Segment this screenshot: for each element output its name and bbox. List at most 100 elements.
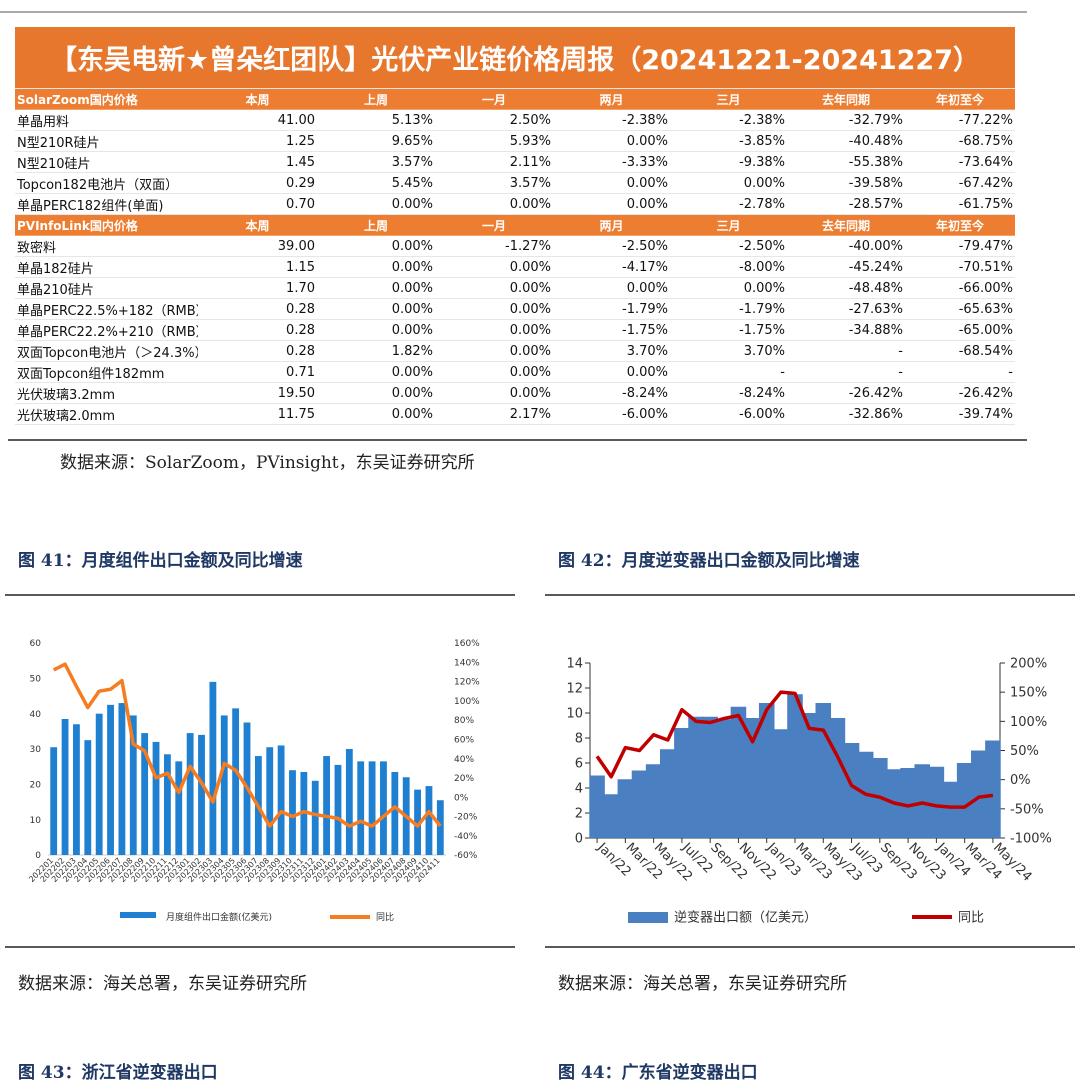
cell: -65.63% — [905, 298, 1015, 320]
table-title: 【东吴电新★曾朵红团队】光伏产业链价格周报（20241221-20241227） — [15, 27, 1015, 89]
cell: 年初至今 — [905, 88, 1015, 110]
y-tick-label: 60 — [30, 639, 42, 649]
bar — [163, 754, 171, 855]
bar — [118, 703, 126, 855]
bar — [787, 694, 803, 838]
cell: -68.54% — [905, 340, 1015, 362]
cell: -68.75% — [905, 130, 1015, 152]
cell: 5.13% — [317, 109, 435, 131]
y-tick-label: 10 — [30, 816, 42, 826]
y-tick-label: 0 — [35, 851, 41, 861]
bar — [942, 781, 959, 838]
header-row: PVInfoLink国内价格 本周 上周 一月 两月 三月 去年同期 年初至今 — [15, 214, 1015, 236]
cell: 0.28 — [198, 298, 317, 320]
cell: 0.00% — [435, 256, 553, 278]
cell: SolarZoom国内价格 — [15, 88, 198, 110]
y-tick-label: 12 — [566, 682, 583, 697]
cell: -45.24% — [787, 256, 905, 278]
y-tick-label: 30 — [30, 745, 42, 755]
row: 光伏玻璃3.2mm 19.50 0.00% 0.00% -8.24% -8.24% -26.… — [15, 382, 1015, 404]
cell: -8.00% — [670, 256, 787, 278]
cell: -1.79% — [670, 298, 787, 320]
price-table: 【东吴电新★曾朵红团队】光伏产业链价格周报（20241221-20241227）… — [15, 27, 1015, 425]
cell: 0.28 — [198, 319, 317, 341]
cell: 0.00% — [317, 361, 435, 383]
cell: 0.00% — [317, 319, 435, 341]
cell: -73.64% — [905, 151, 1015, 173]
cell: -6.00% — [670, 403, 787, 425]
bar — [266, 747, 274, 855]
row: 致密料 39.00 0.00% -1.27% -2.50% -2.50% -40.00% -7… — [15, 235, 1015, 257]
bar — [311, 780, 319, 855]
cell: 双面Topcon组件182mm — [15, 361, 198, 383]
bar — [589, 775, 605, 838]
cell: -70.51% — [905, 256, 1015, 278]
bar — [436, 800, 444, 855]
cell: -40.48% — [787, 130, 905, 152]
bar — [391, 771, 399, 855]
cell: 0.00% — [553, 193, 670, 215]
cell: - — [787, 361, 905, 383]
y-tick-label: 14 — [566, 657, 583, 672]
cell: 0.28 — [198, 340, 317, 362]
cell: 0.00% — [435, 340, 553, 362]
cell: -26.42% — [787, 382, 905, 404]
bar — [141, 733, 149, 855]
cell: 41.00 — [198, 109, 317, 131]
bar — [900, 768, 916, 838]
table-source: 数据来源：SolarZoom，PVinsight，东吴证券研究所 — [60, 453, 475, 473]
cell: 单晶用料 — [15, 109, 198, 131]
cell: -32.79% — [787, 109, 905, 131]
cell: 3.70% — [553, 340, 670, 362]
cell: 39.00 — [198, 235, 317, 257]
figure-title: 图 43：浙江省逆变器出口 — [18, 1062, 218, 1083]
y2-tick-label: 150% — [1010, 686, 1047, 701]
cell: 0.71 — [198, 361, 317, 383]
y2-tick-label: -20% — [454, 813, 478, 823]
cell: 上周 — [317, 214, 435, 236]
cell: - — [905, 361, 1015, 383]
bar — [928, 766, 945, 838]
cell: 0.00% — [553, 130, 670, 152]
cell: -3.85% — [670, 130, 787, 152]
bar — [50, 747, 58, 855]
cell: 11.75 — [198, 403, 317, 425]
cell: 单晶182硅片 — [15, 256, 198, 278]
cell: 光伏玻璃2.0mm — [15, 403, 198, 425]
y2-tick-label: 50% — [1010, 744, 1039, 759]
bar — [425, 786, 433, 855]
cell: 0.00% — [435, 319, 553, 341]
bar — [631, 770, 648, 838]
bar — [617, 779, 634, 838]
bar — [152, 741, 160, 855]
bar — [107, 704, 114, 855]
cell: -8.24% — [553, 382, 670, 404]
cell: 2.17% — [435, 403, 553, 425]
cell: 去年同期 — [787, 214, 905, 236]
y-tick-label: 4 — [575, 782, 583, 797]
bar — [674, 728, 690, 838]
cell: -39.58% — [787, 172, 905, 194]
cell: -2.78% — [670, 193, 787, 215]
bar — [323, 756, 331, 855]
bar — [914, 764, 931, 838]
y2-tick-label: 140% — [454, 658, 480, 668]
cell: 一月 — [435, 88, 553, 110]
bar — [971, 750, 987, 838]
cell: 5.93% — [435, 130, 553, 152]
cell: -28.57% — [787, 193, 905, 215]
legend-label: 同比 — [376, 911, 394, 923]
cell: 0.00% — [317, 403, 435, 425]
bar — [186, 733, 194, 855]
line — [595, 690, 994, 809]
cell: -2.38% — [670, 109, 787, 131]
y2-tick-label: 120% — [454, 678, 480, 688]
cell: -61.75% — [905, 193, 1015, 215]
y2-tick-label: 160% — [454, 639, 480, 649]
y2-tick-label: -50% — [1010, 802, 1044, 817]
cell: -9.38% — [670, 151, 787, 173]
bar — [198, 734, 205, 855]
cell: -3.33% — [553, 151, 670, 173]
